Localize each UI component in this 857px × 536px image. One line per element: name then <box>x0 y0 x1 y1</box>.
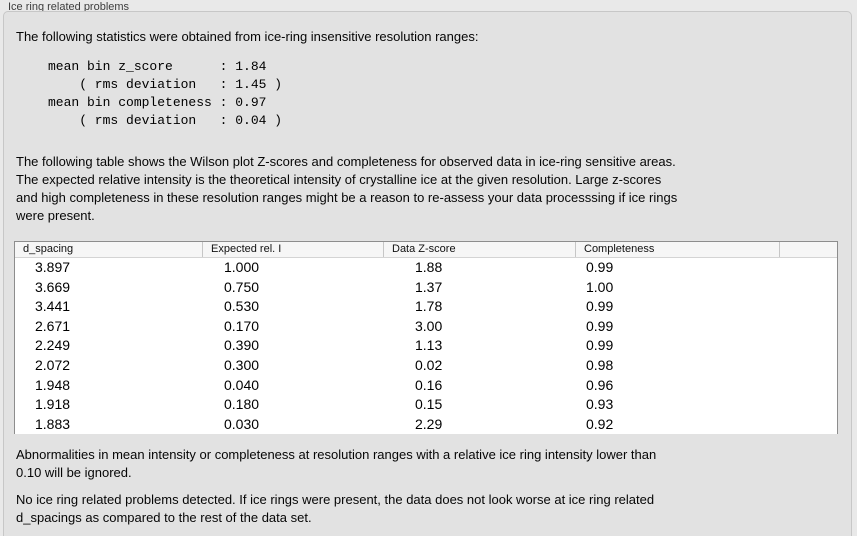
cell-d-spacing: 1.948 <box>35 376 71 393</box>
cell-completeness: 0.92 <box>586 415 614 432</box>
panel-title: Ice ring related problems <box>8 1 130 13</box>
cell-expected-rel-i: 0.300 <box>224 356 260 373</box>
cell-completeness: 0.99 <box>586 298 614 315</box>
cell-d-spacing: 3.441 <box>35 298 71 315</box>
table-row[interactable]: 3.441 0.530 1.78 0.99 <box>15 297 837 317</box>
cell-d-spacing: 3.669 <box>35 278 71 295</box>
cell-data-z-score: 1.78 <box>415 298 443 315</box>
ignore-threshold-note: Abnormalities in mean intensity or compl… <box>16 447 657 480</box>
column-header-data-z-score[interactable]: Data Z-score <box>384 242 576 257</box>
column-header-d-spacing[interactable]: d_spacing <box>15 242 203 257</box>
cell-completeness: 0.99 <box>586 317 614 334</box>
cell-expected-rel-i: 0.750 <box>224 278 260 295</box>
cell-data-z-score: 3.00 <box>415 317 443 334</box>
cell-expected-rel-i: 0.390 <box>224 337 260 354</box>
cell-completeness: 0.98 <box>586 356 614 373</box>
cell-completeness: 1.00 <box>586 278 614 295</box>
cell-expected-rel-i: 1.000 <box>224 259 260 275</box>
cell-data-z-score: 0.15 <box>415 396 443 413</box>
cell-d-spacing: 1.883 <box>35 415 71 432</box>
ice-ring-statistics-block: mean bin z_score : 1.84 ( rms deviation … <box>48 59 283 128</box>
cell-completeness: 0.93 <box>586 396 614 413</box>
cell-d-spacing: 2.072 <box>35 356 71 373</box>
table-row[interactable]: 1.883 0.030 2.29 0.92 <box>15 414 837 435</box>
cell-completeness: 0.99 <box>586 337 614 354</box>
table-row[interactable]: 3.897 1.000 1.88 0.99 <box>15 258 837 278</box>
cell-data-z-score: 1.88 <box>415 259 443 275</box>
ice-ring-table: d_spacing Expected rel. I Data Z-score C… <box>14 241 838 435</box>
ice-ring-table-header: d_spacing Expected rel. I Data Z-score C… <box>15 242 837 258</box>
cell-expected-rel-i: 0.170 <box>224 317 260 334</box>
conclusion-text: No ice ring related problems detected. I… <box>16 492 655 525</box>
ice-ring-table-body: 3.897 1.000 1.88 0.99 3.669 0.750 1.37 1… <box>15 258 837 435</box>
table-description-text: The following table shows the Wilson plo… <box>16 154 678 223</box>
cell-expected-rel-i: 0.530 <box>224 298 260 315</box>
cell-d-spacing: 1.918 <box>35 396 71 413</box>
cell-data-z-score: 1.37 <box>415 278 443 295</box>
cell-data-z-score: 0.16 <box>415 376 443 393</box>
table-row[interactable]: 1.918 0.180 0.15 0.93 <box>15 395 837 415</box>
cell-data-z-score: 0.02 <box>415 356 443 373</box>
cell-data-z-score: 1.13 <box>415 337 443 354</box>
cell-completeness: 0.96 <box>586 376 614 393</box>
table-row[interactable]: 2.249 0.390 1.13 0.99 <box>15 336 837 356</box>
column-header-expected-rel-i[interactable]: Expected rel. I <box>203 242 384 257</box>
table-row[interactable]: 2.671 0.170 3.00 0.99 <box>15 316 837 337</box>
column-header-completeness[interactable]: Completeness <box>576 242 780 257</box>
column-header-empty <box>780 242 837 257</box>
table-row[interactable]: 2.072 0.300 0.02 0.98 <box>15 355 837 376</box>
cell-data-z-score: 2.29 <box>415 415 443 432</box>
cell-d-spacing: 3.897 <box>35 259 71 275</box>
cell-completeness: 0.99 <box>586 259 614 275</box>
cell-expected-rel-i: 0.030 <box>224 415 260 432</box>
cell-expected-rel-i: 0.040 <box>224 376 260 393</box>
cell-d-spacing: 2.671 <box>35 317 71 334</box>
table-row[interactable]: 1.948 0.040 0.16 0.96 <box>15 375 837 396</box>
intro-text: The following statistics were obtained f… <box>16 29 479 44</box>
cell-d-spacing: 2.249 <box>35 337 71 354</box>
cell-expected-rel-i: 0.180 <box>224 396 260 413</box>
table-row[interactable]: 3.669 0.750 1.37 1.00 <box>15 277 837 298</box>
